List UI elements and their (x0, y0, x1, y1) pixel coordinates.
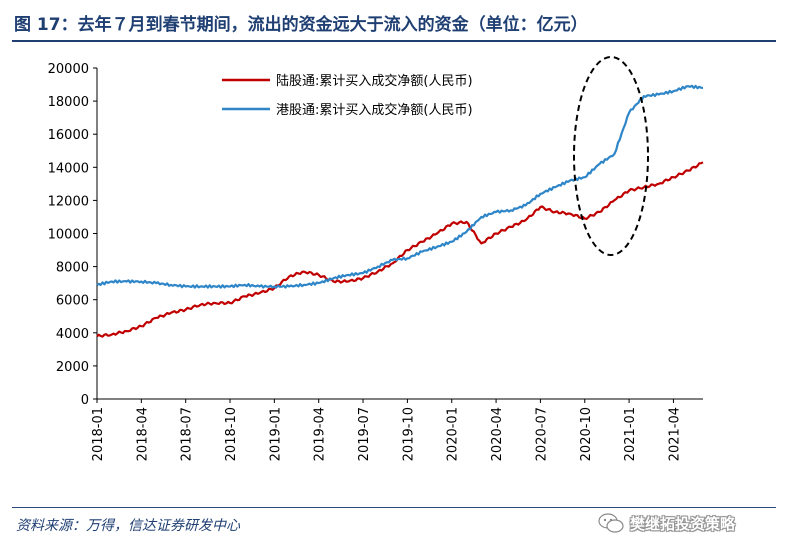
legend-label-1: 港股通:累计买入成交净额(人民币) (276, 102, 473, 118)
x-tick-label: 2018-07 (180, 407, 195, 461)
y-tick-label: 18000 (48, 95, 89, 110)
series-line-1 (96, 84, 704, 289)
x-tick-label: 2020-04 (490, 407, 505, 461)
source-note: 资料来源：万得，信达证券研发中心 (16, 518, 240, 534)
x-tick-label: 2018-01 (91, 407, 106, 461)
x-tick-label: 2020-07 (534, 407, 549, 461)
x-tick-label: 2020-01 (446, 407, 461, 461)
x-tick-label: 2019-10 (401, 407, 416, 461)
y-tick-label: 4000 (56, 327, 89, 342)
y-tick-label: 12000 (48, 194, 89, 209)
y-tick-label: 6000 (56, 294, 89, 309)
y-tick-label: 14000 (48, 161, 89, 176)
x-tick-label: 2019-04 (313, 407, 328, 461)
x-tick-label: 2019-01 (268, 407, 283, 461)
y-tick-label: 20000 (48, 62, 89, 77)
highlight-ellipse (573, 56, 649, 256)
watermark-text: 樊继拓投资策略 (630, 514, 736, 533)
y-tick-label: 8000 (56, 261, 89, 276)
y-tick-label: 10000 (48, 228, 89, 243)
wechat-icon (598, 513, 624, 533)
legend: 陆股通:累计买入成交净额(人民币) 港股通:累计买入成交净额(人民币) (222, 73, 473, 118)
y-tick-label: 2000 (56, 360, 89, 375)
series-layer (96, 84, 704, 338)
x-tick-label: 2018-10 (224, 407, 239, 461)
x-tick-label: 2018-04 (135, 407, 150, 461)
x-tick-label: 2020-10 (579, 407, 594, 461)
y-tick-label: 0 (81, 393, 89, 408)
footer-divider (12, 507, 776, 508)
title-divider (12, 40, 776, 42)
x-tick-label: 2021-04 (667, 407, 682, 461)
legend-label-0: 陆股通:累计买入成交净额(人民币) (276, 73, 473, 89)
x-tick-label: 2019-07 (357, 407, 372, 461)
watermark: 樊继拓投资策略 (598, 509, 735, 537)
series-line-0 (96, 161, 704, 338)
line-chart: 0 2000 4000 6000 8000 10000 12000 14000 16000 180… (48, 56, 704, 461)
figure-title: 图 17：去年７月到春节期间，流出的资金远大于流入的资金（单位：亿元） (14, 15, 588, 35)
axes: 0 2000 4000 6000 8000 10000 12000 14000 16000 180… (48, 62, 703, 461)
y-tick-label: 16000 (48, 128, 89, 143)
x-tick-label: 2021-01 (623, 407, 638, 461)
